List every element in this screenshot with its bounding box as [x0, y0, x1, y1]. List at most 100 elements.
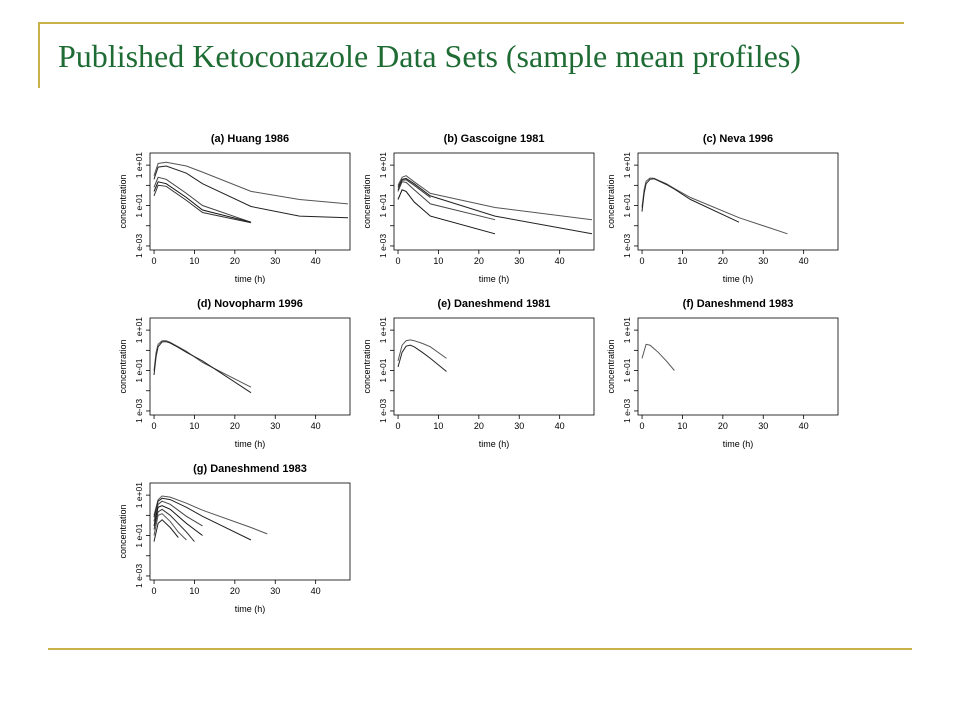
y-tick-label: 1 e-03 [134, 234, 144, 258]
x-tick-label: 10 [189, 586, 199, 596]
chart-panel: (f) Daneshmend 1983 0 10 20 30 40 time (h) 1 e-… [606, 298, 839, 449]
series-line [153, 165, 349, 219]
y-tick-label: 1 e-01 [134, 358, 144, 382]
series-line [397, 175, 593, 221]
x-tick-label: 20 [230, 586, 240, 596]
y-tick-label: 1 e+01 [378, 152, 388, 179]
chart-panel: (b) Gascoigne 1981 0 10 20 30 40 time (h) 1 e-0… [362, 133, 595, 284]
series-line [153, 519, 179, 542]
left-rule [38, 22, 40, 88]
x-tick-label: 10 [433, 421, 443, 431]
x-axis-label: time (h) [479, 274, 510, 284]
chart-panel: (e) Daneshmend 1981 0 10 20 30 40 time (h) 1 e-… [362, 298, 595, 449]
series-line [641, 343, 675, 371]
slide-title: Published Ketoconazole Data Sets (sample… [58, 38, 801, 74]
x-tick-label: 0 [640, 421, 645, 431]
x-tick-label: 10 [677, 421, 687, 431]
x-tick-label: 0 [396, 256, 401, 266]
chart-title: (d) Novopharm 1996 [197, 298, 303, 310]
series-line [153, 508, 195, 542]
y-tick-label: 1 e-03 [622, 399, 632, 423]
y-tick-label: 1 e-03 [622, 234, 632, 258]
y-axis-label: concentration [118, 339, 128, 393]
x-tick-label: 40 [555, 256, 565, 266]
x-axis-label: time (h) [723, 439, 754, 449]
y-tick-label: 1 e+01 [134, 317, 144, 344]
x-tick-label: 40 [555, 421, 565, 431]
plot-frame [149, 152, 351, 251]
x-tick-label: 20 [718, 256, 728, 266]
x-tick-label: 30 [270, 421, 280, 431]
x-tick-label: 30 [270, 586, 280, 596]
series-line [397, 177, 593, 235]
y-tick-label: 1 e+01 [134, 152, 144, 179]
y-axis-label: concentration [118, 504, 128, 558]
chart-title: (c) Neva 1996 [703, 133, 773, 145]
plot-frame [149, 482, 351, 581]
y-tick-label: 1 e-03 [378, 399, 388, 423]
chart-panel: (g) Daneshmend 1983 0 10 20 30 40 time (h) 1 e-… [118, 463, 351, 614]
plot-frame [637, 152, 839, 251]
x-tick-label: 20 [474, 256, 484, 266]
x-tick-label: 40 [311, 421, 321, 431]
series-line [153, 176, 252, 223]
x-axis-label: time (h) [479, 439, 510, 449]
x-tick-label: 10 [677, 256, 687, 266]
plot-frame [393, 152, 595, 251]
y-tick-label: 1 e-01 [622, 193, 632, 217]
chart-panel: (a) Huang 1986 0 10 20 30 40 time (h) 1 e-03 1 e… [118, 133, 351, 284]
x-tick-label: 30 [758, 421, 768, 431]
series-line [397, 181, 496, 221]
x-tick-label: 20 [230, 421, 240, 431]
x-tick-label: 10 [433, 256, 443, 266]
series-line [397, 339, 447, 362]
x-tick-label: 40 [799, 421, 809, 431]
x-tick-label: 30 [514, 421, 524, 431]
y-tick-label: 1 e-03 [378, 234, 388, 258]
x-tick-label: 40 [799, 256, 809, 266]
x-tick-label: 10 [189, 421, 199, 431]
series-line [153, 341, 252, 394]
series-line [153, 184, 252, 224]
plot-frame [393, 317, 595, 416]
top-rule [38, 22, 904, 24]
y-tick-label: 1 e-01 [378, 358, 388, 382]
chart-panel: (d) Novopharm 1996 0 10 20 30 40 time (h) 1 e-0… [118, 298, 351, 449]
series-line [153, 513, 187, 541]
chart-title: (g) Daneshmend 1983 [193, 463, 307, 475]
x-axis-label: time (h) [235, 439, 266, 449]
chart-title: (f) Daneshmend 1983 [683, 298, 794, 310]
y-axis-label: concentration [118, 174, 128, 228]
series-line [397, 179, 431, 198]
y-axis-label: concentration [606, 174, 616, 228]
y-tick-label: 1 e+01 [622, 317, 632, 344]
x-tick-label: 0 [640, 256, 645, 266]
x-tick-label: 10 [189, 256, 199, 266]
plot-frame [637, 317, 839, 416]
y-tick-label: 1 e-01 [622, 358, 632, 382]
y-tick-label: 1 e-01 [378, 193, 388, 217]
y-axis-label: concentration [606, 339, 616, 393]
series-line [641, 177, 788, 235]
series-line [397, 344, 447, 372]
x-tick-label: 0 [152, 586, 157, 596]
series-line [153, 340, 252, 388]
x-tick-label: 30 [758, 256, 768, 266]
x-tick-label: 20 [718, 421, 728, 431]
y-tick-label: 1 e-01 [134, 193, 144, 217]
y-tick-label: 1 e+01 [134, 482, 144, 509]
series-line [153, 500, 203, 527]
x-axis-label: time (h) [723, 274, 754, 284]
x-tick-label: 20 [474, 421, 484, 431]
series-line [153, 505, 203, 536]
x-tick-label: 20 [230, 256, 240, 266]
bottom-rule [48, 648, 912, 650]
x-tick-label: 30 [514, 256, 524, 266]
y-tick-label: 1 e-03 [134, 399, 144, 423]
y-axis-label: concentration [362, 339, 372, 393]
series-line [397, 189, 496, 235]
x-tick-label: 40 [311, 586, 321, 596]
y-axis-label: concentration [362, 174, 372, 228]
series-line [153, 497, 252, 541]
